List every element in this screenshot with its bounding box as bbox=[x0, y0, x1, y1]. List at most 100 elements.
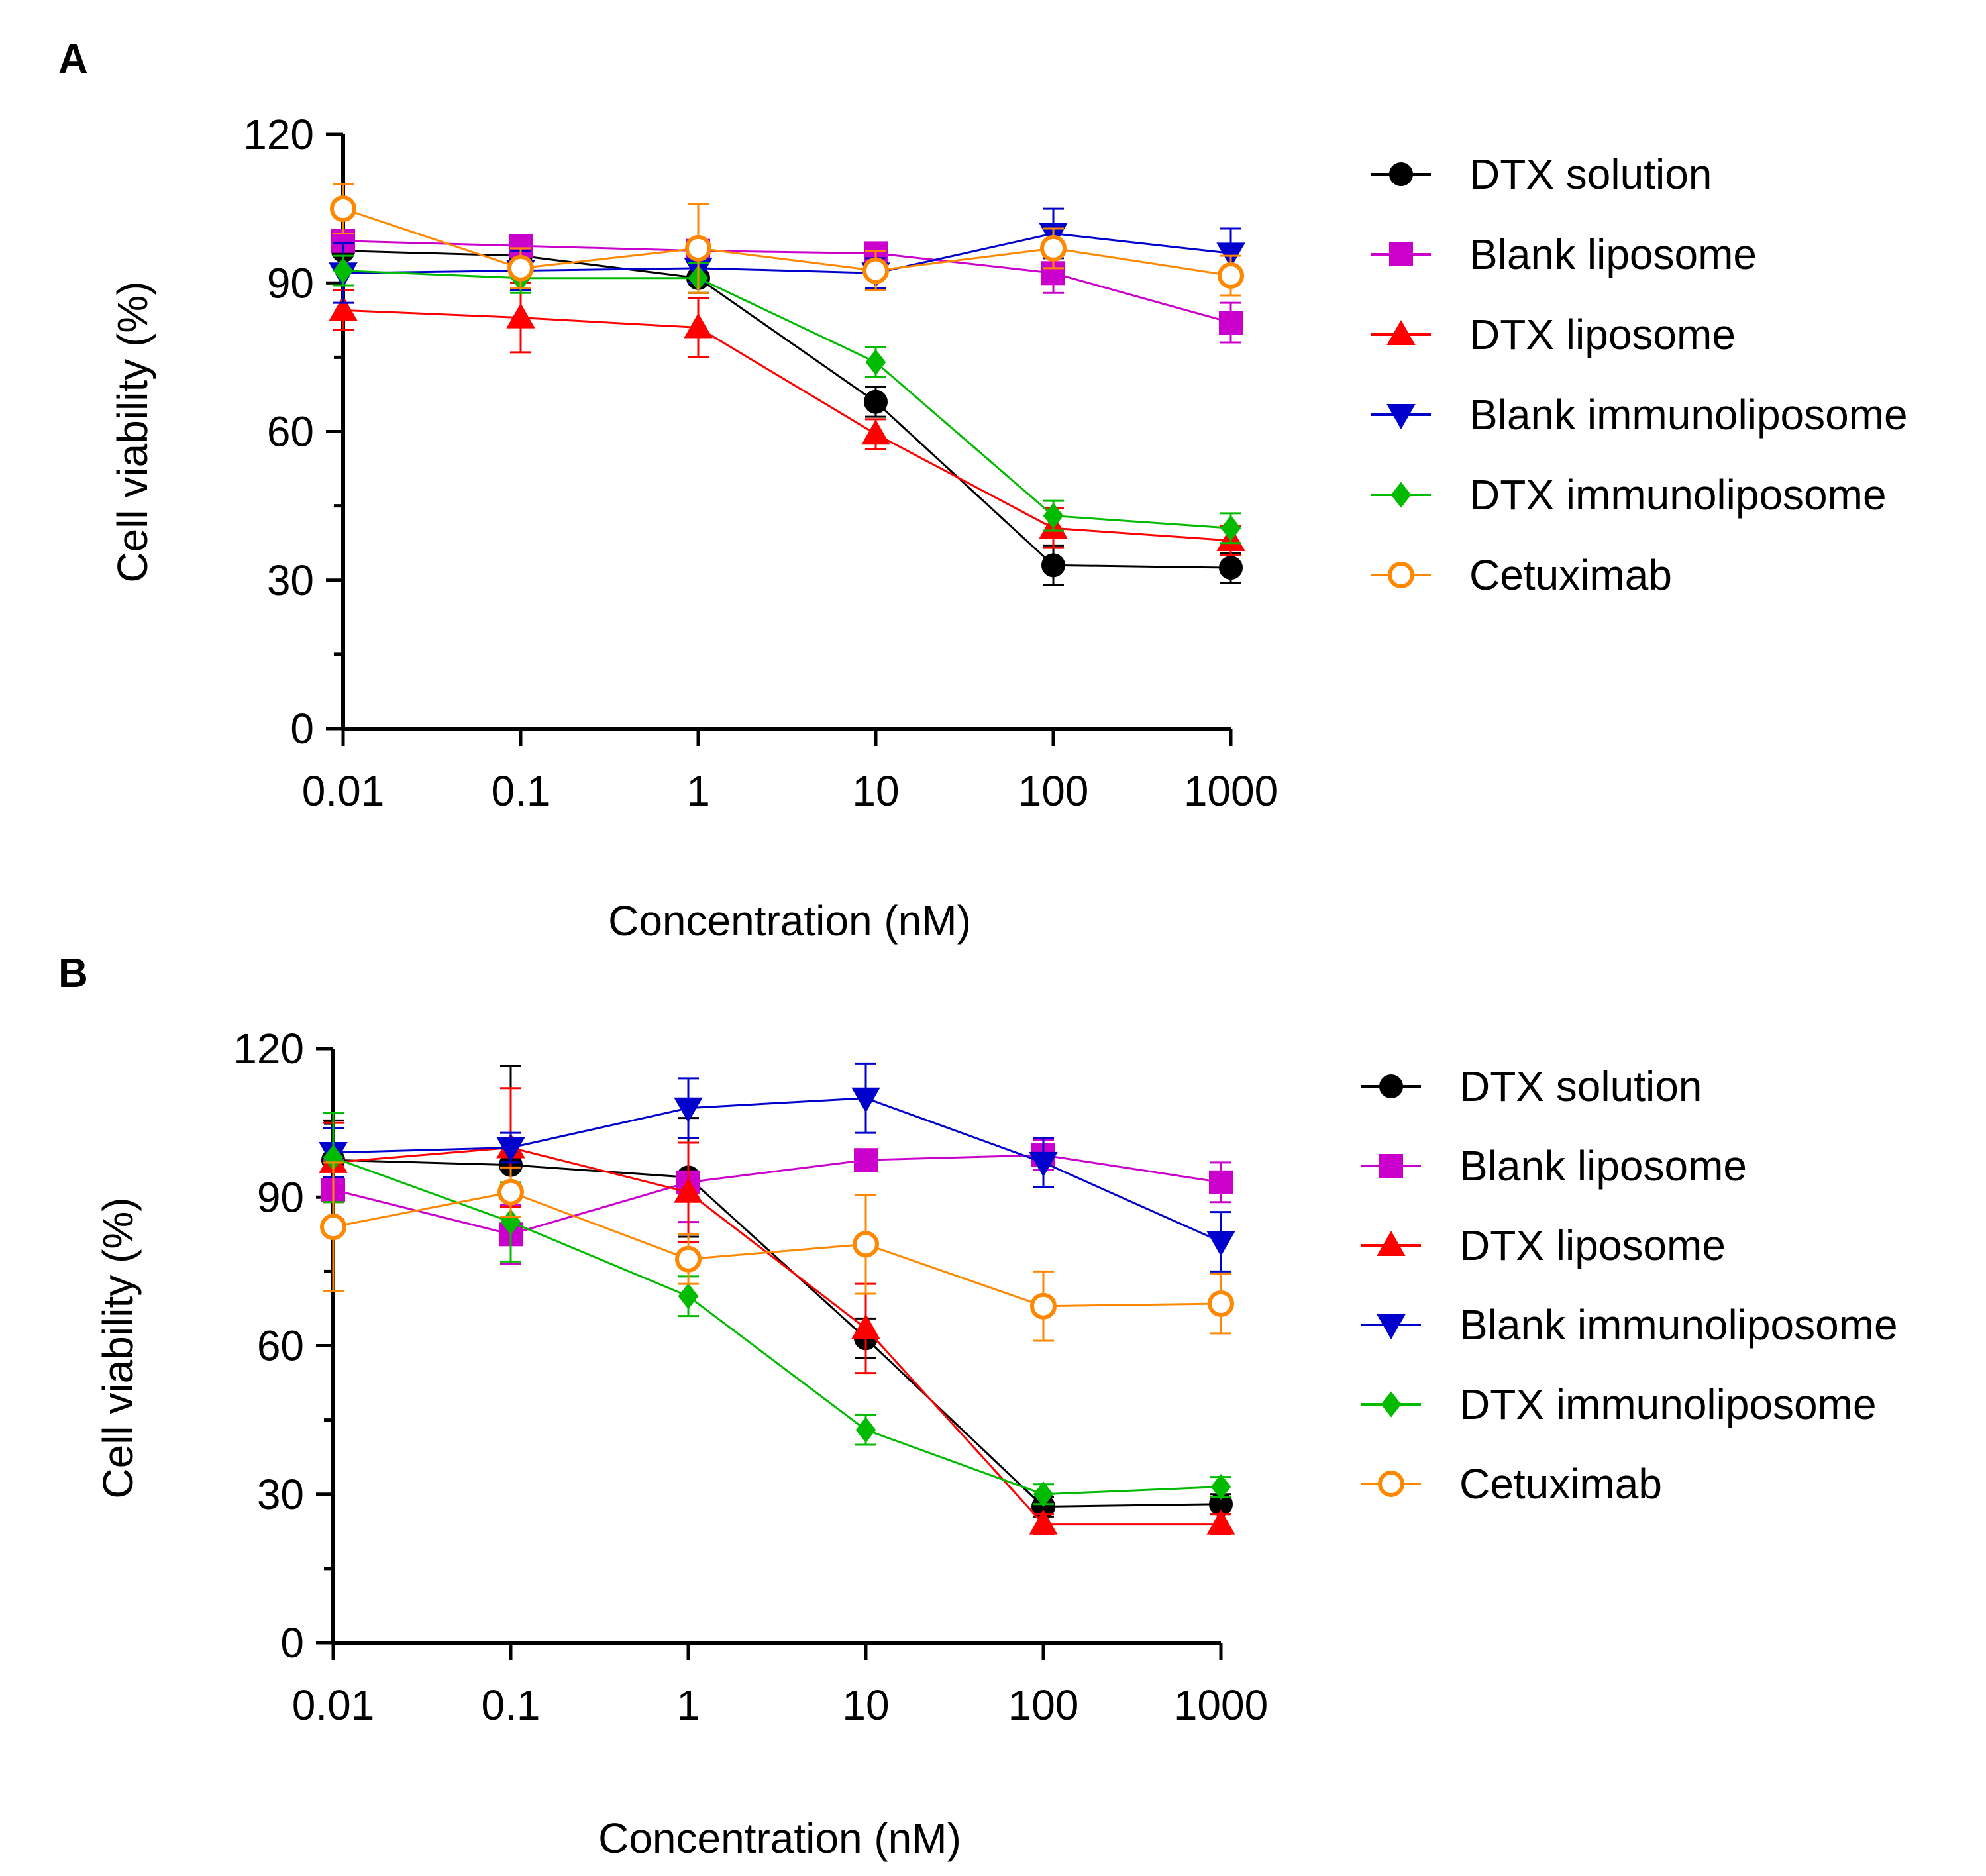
panel-a-series-dtx-solution-line bbox=[342, 250, 1231, 569]
panel-a-series-blank-liposome-point bbox=[1219, 311, 1243, 335]
panel-b-x-tick-label: 100 bbox=[1008, 1681, 1079, 1729]
panel-b-series-blank-immunoliposome-point bbox=[496, 1137, 525, 1163]
panel-b-legend-marker bbox=[1379, 1074, 1403, 1098]
panel-a-legend-label: DTX solution bbox=[1469, 150, 1712, 198]
panel-a-legend-item: DTX liposome bbox=[1371, 311, 1736, 358]
panel-b-legend-label: Cetuximab bbox=[1459, 1460, 1662, 1508]
panel-a-series-dtx-immunoliposome-point bbox=[1220, 515, 1241, 541]
panel-b-legend-marker bbox=[1381, 1391, 1402, 1418]
panel-a-series-dtx-liposome-point bbox=[861, 419, 890, 445]
panel-a-legend-label: Cetuximab bbox=[1469, 551, 1672, 599]
panel-a-x-tick-label: 10 bbox=[852, 767, 899, 815]
panel-b-series-dtx-liposome bbox=[319, 1087, 1235, 1536]
panel-a-legend-marker bbox=[1389, 242, 1413, 266]
panel-a-legend-marker bbox=[1388, 562, 1414, 588]
panel-b-series-dtx-solution bbox=[321, 1065, 1233, 1519]
panel-b-series-cetuximab-point bbox=[497, 1178, 524, 1206]
panel-b-x-tick-label: 10 bbox=[842, 1681, 889, 1729]
panel-a-legend-marker bbox=[1386, 404, 1416, 430]
panel-a-legend-marker bbox=[1390, 482, 1412, 508]
panel-b-series-dtx-immunoliposome-line bbox=[333, 1157, 1222, 1496]
panel-a-series-dtx-liposome-point bbox=[506, 303, 535, 329]
panel-b-legend-item: Blank liposome bbox=[1361, 1142, 1747, 1190]
panel-b-series-cetuximab-point bbox=[675, 1245, 702, 1273]
panel-b-series-blank-liposome-point bbox=[1209, 1170, 1233, 1194]
panel-b-legend-label: Blank liposome bbox=[1459, 1142, 1747, 1190]
panel-b-legend-item: DTX liposome bbox=[1361, 1222, 1726, 1269]
panel-a-x-tick-label: 0.1 bbox=[492, 767, 550, 815]
panel-a-legend-label: Blank immunoliposome bbox=[1469, 391, 1908, 439]
panel-b-legend-item: Blank immunoliposome bbox=[1361, 1301, 1898, 1349]
panel-a-y-axis-title: Cell viability (%) bbox=[109, 281, 156, 582]
panel-a-series-dtx-immunoliposome bbox=[333, 254, 1241, 545]
panel-a-legend-item: DTX solution bbox=[1371, 150, 1712, 198]
panel-a-series-cetuximab-point bbox=[1218, 262, 1244, 289]
panel-a-series-blank-liposome-line bbox=[342, 240, 1231, 324]
panel-a-legend-label: DTX liposome bbox=[1469, 311, 1736, 358]
panel-a-legend-item: Blank immunoliposome bbox=[1371, 391, 1908, 439]
panel-a-legend-item: DTX immunoliposome bbox=[1371, 471, 1887, 519]
panel-a-series-dtx-immunoliposome-point bbox=[865, 349, 886, 376]
panel-a-legend-item: Blank liposome bbox=[1371, 231, 1757, 278]
panel-b-series-blank-immunoliposome-point bbox=[1029, 1151, 1058, 1177]
panel-b-y-tick-label: 0 bbox=[280, 1619, 304, 1667]
panel-b-x-tick-label: 1000 bbox=[1174, 1681, 1268, 1729]
panel-b-series-blank-liposome-line bbox=[333, 1154, 1222, 1235]
panel-a-letter: A bbox=[58, 36, 88, 82]
panel-a-series-dtx-immunoliposome-point bbox=[333, 257, 354, 284]
panel-a-legend-label: Blank liposome bbox=[1469, 231, 1757, 278]
panel-a-legend-marker bbox=[1386, 319, 1416, 345]
panel-a-series-cetuximab bbox=[330, 183, 1244, 297]
panel-b-series-dtx-immunoliposome-point bbox=[855, 1416, 876, 1443]
panel-a-legend-marker bbox=[1389, 162, 1413, 186]
panel-b-legend-label: DTX immunoliposome bbox=[1459, 1381, 1877, 1428]
panel-a-series-blank-immunoliposome-line bbox=[342, 232, 1231, 274]
panel-b: B 0 30 60 90 120 0.01 0.1 1 10 100 1000 DTX soluti… bbox=[58, 951, 1898, 1862]
panel-b-series-dtx-immunoliposome-point bbox=[678, 1283, 699, 1310]
panel-a-y-tick-label: 90 bbox=[267, 259, 314, 307]
panel-a-legend-item: Cetuximab bbox=[1371, 551, 1672, 599]
panel-a-y-tick-label: 0 bbox=[290, 705, 314, 753]
panel-a-series-cetuximab-point bbox=[507, 254, 534, 282]
panel-b-y-tick-label: 90 bbox=[257, 1173, 304, 1221]
panel-a-y-tick-label: 120 bbox=[243, 111, 314, 158]
panel-b-legend-label: DTX solution bbox=[1459, 1063, 1702, 1110]
panel-b-legend-marker bbox=[1378, 1471, 1404, 1497]
panel-b-legend-item: DTX immunoliposome bbox=[1361, 1381, 1877, 1428]
panel-b-series-blank-immunoliposome-point bbox=[1206, 1231, 1235, 1257]
panel-a-series-dtx-solution-point bbox=[1041, 553, 1065, 578]
panel-b-legend-marker bbox=[1377, 1314, 1406, 1340]
panel-b-series-dtx-solution-line bbox=[333, 1159, 1222, 1508]
panel-a-y-tick-label: 30 bbox=[267, 556, 314, 604]
panel-b-x-tick-label: 0.01 bbox=[292, 1681, 375, 1729]
panel-b-series-blank-immunoliposome bbox=[319, 1062, 1235, 1273]
panel-a-x-tick-label: 1000 bbox=[1184, 767, 1278, 815]
panel-b-legend-marker bbox=[1379, 1154, 1403, 1178]
panel-b-series-cetuximab-point bbox=[1030, 1292, 1057, 1320]
panel-a-series-cetuximab-point bbox=[862, 257, 889, 284]
panel-a-series-dtx-immunoliposome-line bbox=[342, 270, 1231, 529]
panel-b-series-cetuximab-point bbox=[320, 1214, 346, 1241]
panel-a-series-dtx-solution-point bbox=[864, 390, 888, 414]
panel-b-series-dtx-immunoliposome-point bbox=[1210, 1473, 1231, 1500]
panel-b-legend-label: DTX liposome bbox=[1459, 1222, 1726, 1269]
panel-b-series-dtx-liposome-point bbox=[1206, 1509, 1235, 1535]
panel-b-x-tick-label: 1 bbox=[676, 1681, 700, 1729]
panel-a-series-dtx-liposome-point bbox=[329, 295, 358, 321]
panel-a-x-tick-label: 0.01 bbox=[302, 767, 385, 815]
panel-b-legend-marker bbox=[1377, 1230, 1406, 1256]
panel-a-y-tick-label: 60 bbox=[267, 408, 314, 456]
panel-b-legend-item: Cetuximab bbox=[1361, 1460, 1662, 1508]
panel-a-x-tick-label: 1 bbox=[686, 767, 710, 815]
panel-a-x-axis-title: Concentration (nM) bbox=[608, 897, 971, 945]
panel-b-series-cetuximab-point bbox=[1208, 1290, 1234, 1317]
panel-b-y-tick-label: 30 bbox=[257, 1471, 304, 1518]
panel-a-series-blank-liposome bbox=[331, 229, 1243, 344]
panel-a-series-cetuximab-line bbox=[342, 207, 1231, 277]
panel-b-series-blank-immunoliposome-line bbox=[333, 1097, 1222, 1243]
panel-a-series-dtx-liposome bbox=[329, 282, 1245, 556]
panel-a: A 0 30 60 90 120 0.01 0.1 1 10 100 1000 DTX soluti… bbox=[58, 36, 1908, 945]
panel-b-series-cetuximab-point bbox=[853, 1231, 879, 1258]
panel-b-legend-item: DTX solution bbox=[1361, 1063, 1702, 1110]
